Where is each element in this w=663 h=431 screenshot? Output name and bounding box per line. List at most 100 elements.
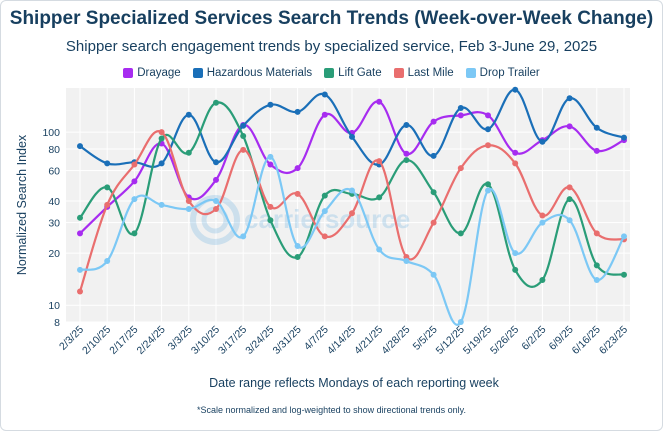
x-tick-label: 5/12/25 — [434, 324, 467, 357]
data-point-hazardous-materials — [621, 134, 627, 141]
data-point-last-mile — [213, 205, 219, 212]
data-point-hazardous-materials — [457, 104, 464, 111]
data-point-lift-gate — [158, 135, 165, 142]
data-point-drayage — [131, 178, 138, 185]
data-point-drayage — [321, 111, 328, 118]
x-tick-label: 4/28/25 — [379, 324, 412, 357]
data-point-hazardous-materials — [294, 108, 301, 115]
data-point-hazardous-materials — [430, 152, 437, 159]
data-point-last-mile — [294, 190, 301, 197]
data-point-drop-trailer — [593, 276, 600, 283]
data-point-hazardous-materials — [403, 122, 410, 129]
x-tick-label: 6/2/25 — [519, 324, 548, 353]
data-point-drop-trailer — [403, 258, 410, 265]
data-point-hazardous-materials — [158, 160, 165, 167]
data-point-last-mile — [349, 210, 355, 217]
data-point-drop-trailer — [240, 233, 247, 240]
data-point-lift-gate — [566, 196, 573, 203]
data-point-last-mile — [267, 203, 274, 210]
x-tick-label: 5/26/25 — [488, 324, 521, 357]
chart-title: Shipper Specialized Services Search Tren… — [9, 8, 654, 29]
x-tick-label: 2/24/25 — [134, 324, 167, 357]
data-point-lift-gate — [430, 189, 437, 196]
x-tick-label: 2/17/25 — [107, 324, 140, 357]
legend-label: Lift Gate — [338, 67, 382, 79]
y-tick-label: 40 — [48, 196, 60, 208]
y-tick-label: 8 — [54, 317, 60, 329]
data-point-hazardous-materials — [485, 126, 491, 133]
data-point-last-mile — [566, 184, 573, 191]
legend-swatch — [123, 68, 134, 78]
legend-label: Hazardous Materials — [206, 67, 313, 79]
legend-item-drop-trailer[interactable]: Drop Trailer — [465, 67, 540, 79]
data-point-hazardous-materials — [321, 91, 328, 98]
data-point-last-mile — [539, 212, 546, 219]
data-point-hazardous-materials — [213, 159, 219, 166]
y-tick-label: 20 — [48, 248, 60, 260]
data-point-last-mile — [158, 129, 165, 136]
data-point-drayage — [294, 165, 301, 172]
data-point-hazardous-materials — [593, 124, 600, 131]
data-point-drayage — [457, 112, 464, 119]
legend-item-drayage[interactable]: Drayage — [123, 67, 181, 79]
data-point-drop-trailer — [457, 319, 464, 325]
y-axis-label: Normalized Search Index — [15, 134, 29, 275]
legend-swatch — [324, 68, 335, 78]
y-tick-label: 30 — [48, 218, 60, 230]
data-point-hazardous-materials — [349, 133, 355, 140]
data-point-drop-trailer — [512, 250, 519, 257]
data-point-lift-gate — [240, 133, 247, 140]
data-point-last-mile — [185, 198, 192, 205]
data-point-drop-trailer — [376, 246, 383, 253]
x-tick-label: 6/16/25 — [570, 324, 603, 357]
data-point-lift-gate — [321, 192, 328, 199]
data-point-drop-trailer — [349, 187, 355, 194]
y-tick-label: 10 — [48, 300, 60, 312]
data-point-drayage — [213, 176, 219, 183]
data-point-hazardous-materials — [539, 138, 546, 145]
data-point-lift-gate — [77, 214, 83, 221]
y-tick-label: 60 — [48, 166, 60, 178]
data-point-lift-gate — [376, 194, 383, 201]
legend-item-hazardous-materials[interactable]: Hazardous Materials — [192, 67, 313, 79]
chart-subtitle: Shipper search engagement trends by spec… — [65, 38, 598, 55]
x-tick-label: 6/23/25 — [597, 324, 630, 357]
data-point-drop-trailer — [321, 208, 328, 215]
data-point-drayage — [485, 112, 491, 119]
legend-label: Drop Trailer — [479, 67, 540, 79]
data-point-lift-gate — [104, 184, 111, 191]
data-point-last-mile — [77, 288, 83, 295]
data-point-drayage — [593, 147, 600, 154]
data-point-drayage — [566, 123, 573, 130]
data-point-lift-gate — [539, 276, 546, 283]
x-tick-label: 4/21/25 — [352, 324, 385, 357]
data-point-drop-trailer — [131, 196, 138, 203]
data-point-last-mile — [430, 219, 437, 226]
x-tick-label: 2/10/25 — [80, 324, 113, 357]
y-tick-label: 80 — [48, 144, 60, 156]
data-point-last-mile — [321, 233, 328, 240]
data-point-lift-gate — [213, 99, 219, 106]
data-point-lift-gate — [267, 217, 274, 224]
legend-label: Drayage — [137, 67, 181, 79]
data-point-drop-trailer — [267, 153, 274, 160]
data-point-hazardous-materials — [566, 95, 573, 102]
legend-item-last-mile[interactable]: Last Mile — [393, 67, 454, 79]
data-point-drop-trailer — [621, 233, 627, 240]
data-point-hazardous-materials — [240, 122, 247, 129]
x-tick-label: 3/17/25 — [216, 324, 249, 357]
data-point-drayage — [267, 161, 274, 168]
data-point-last-mile — [240, 146, 247, 153]
data-point-drop-trailer — [485, 187, 491, 194]
data-point-drop-trailer — [430, 271, 437, 278]
data-point-drop-trailer — [158, 201, 165, 208]
data-point-lift-gate — [403, 157, 410, 164]
data-point-drop-trailer — [539, 219, 546, 226]
data-point-lift-gate — [485, 181, 491, 188]
data-point-hazardous-materials — [185, 111, 192, 118]
data-point-hazardous-materials — [104, 160, 111, 167]
legend-swatch — [192, 68, 203, 78]
legend-item-lift-gate[interactable]: Lift Gate — [324, 67, 382, 79]
x-tick-label: 5/19/25 — [461, 324, 494, 357]
